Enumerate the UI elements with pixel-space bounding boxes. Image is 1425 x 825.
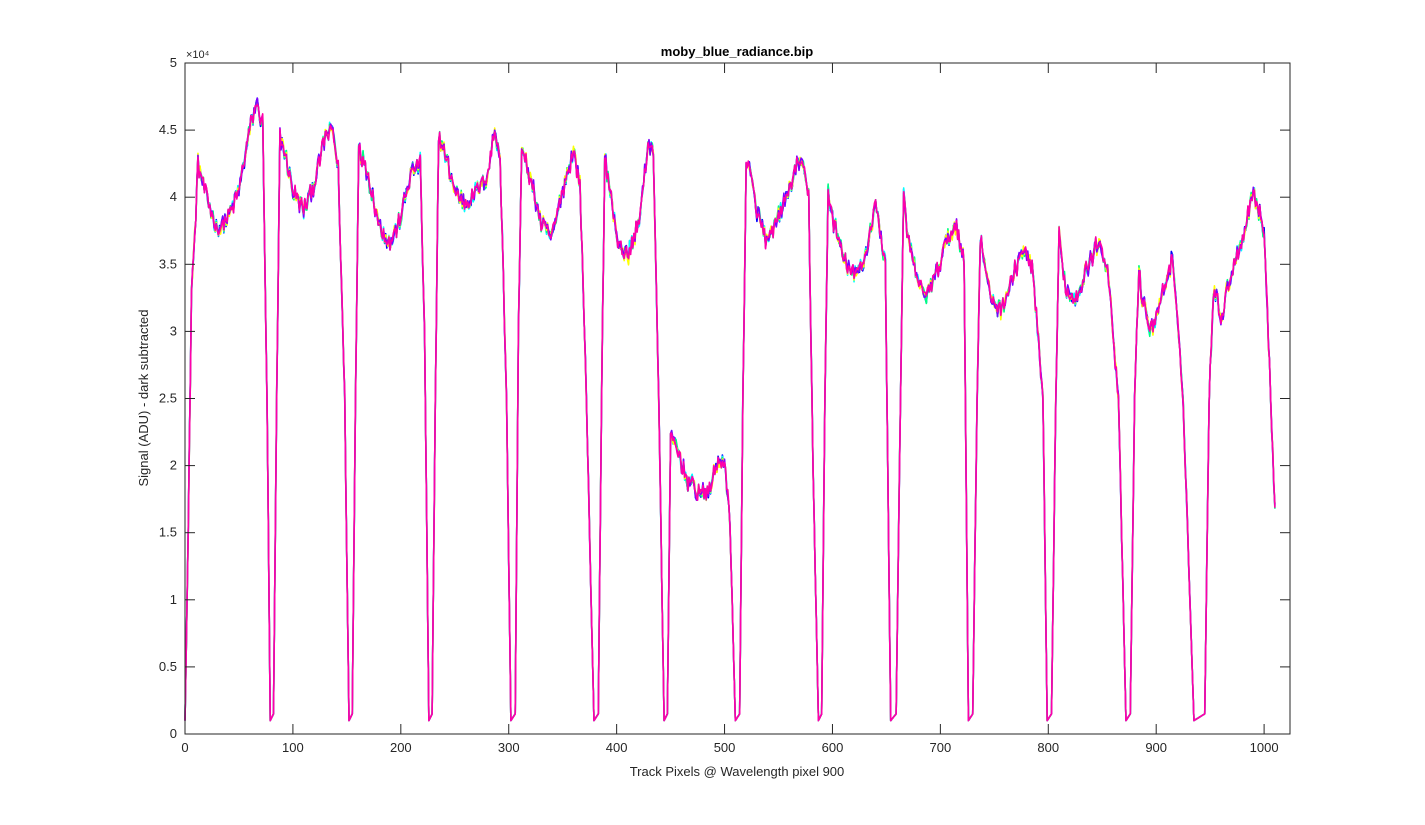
chart-title: moby_blue_radiance.bip [661,44,813,59]
y-tick-label: 3.5 [159,256,177,271]
y-axis: 0 0.5 1 1.5 2 2.5 3 3.5 4 4.5 5 [159,55,1290,741]
y-tick-label: 2 [170,458,177,473]
series-line-6 [184,103,1276,722]
y-tick-label: 1.5 [159,525,177,540]
x-axis-title: Track Pixels @ Wavelength pixel 900 [630,764,845,779]
x-axis: 0 100 200 300 400 500 600 700 800 900 1000 [181,63,1279,755]
y-tick-label: 0.5 [159,659,177,674]
series-layer [184,97,1276,722]
x-tick-label: 900 [1145,740,1167,755]
y-tick-label: 4 [170,189,177,204]
x-tick-label: 400 [606,740,628,755]
y-exponent-label: ×10⁴ [186,49,210,61]
x-tick-label: 0 [181,740,188,755]
x-tick-label: 500 [714,740,736,755]
y-axis-title: Signal (ADU) - dark subtracted [136,309,151,486]
x-tick-label: 100 [282,740,304,755]
y-tick-label: 3 [170,323,177,338]
x-tick-label: 700 [930,740,952,755]
y-tick-label: 4.5 [159,122,177,137]
x-tick-label: 200 [390,740,412,755]
y-tick-label: 5 [170,55,177,70]
y-tick-label: 1 [170,592,177,607]
x-tick-label: 600 [822,740,844,755]
y-tick-label: 0 [170,726,177,741]
x-tick-label: 800 [1037,740,1059,755]
x-tick-label: 1000 [1250,740,1279,755]
x-tick-label: 300 [498,740,520,755]
y-tick-label: 2.5 [159,391,177,406]
